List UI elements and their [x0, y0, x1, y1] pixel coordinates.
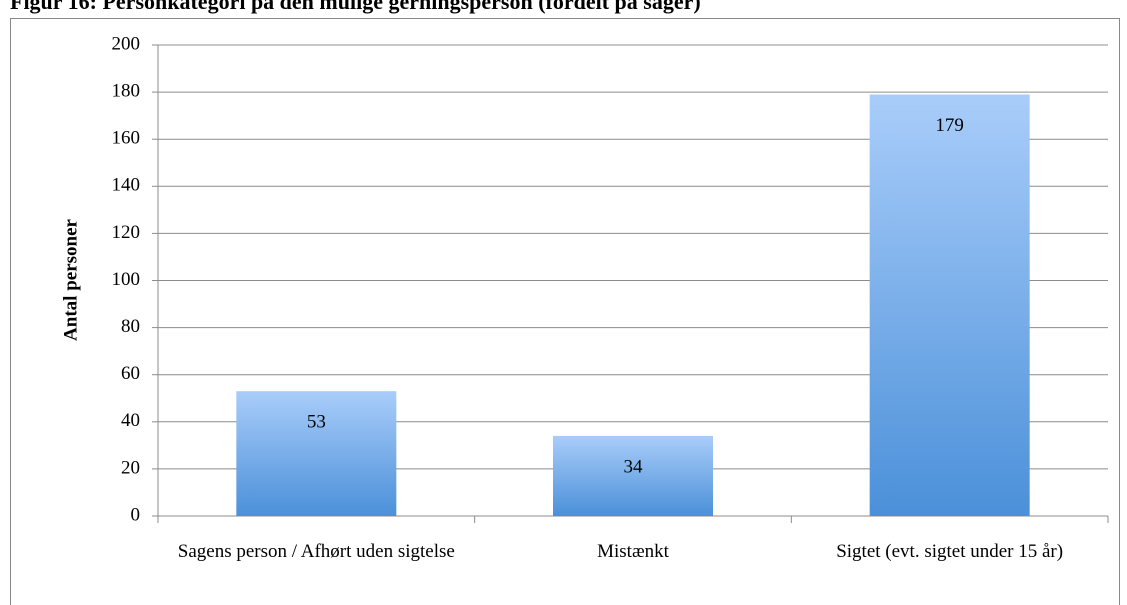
y-tick-label: 180	[112, 80, 141, 101]
data-label: 179	[935, 115, 964, 136]
y-tick-label: 120	[112, 222, 141, 243]
y-tick-label: 0	[131, 504, 141, 525]
chart-border	[10, 18, 1120, 605]
y-tick-label: 60	[121, 363, 140, 384]
y-tick-label: 160	[112, 128, 141, 149]
chart-title: Figur 16: Personkategori på den mulige g…	[10, 0, 701, 14]
y-tick-label: 200	[112, 33, 141, 54]
y-tick-label: 20	[121, 457, 140, 478]
bar	[553, 435, 713, 516]
y-tick-label: 140	[112, 175, 141, 196]
y-axis-label: Antal personer	[60, 218, 81, 340]
y-tick-label: 40	[121, 410, 140, 431]
x-tick-label: Sigtet (evt. sigtet under 15 år)	[836, 541, 1064, 562]
bar	[236, 391, 397, 516]
data-label: 53	[307, 412, 326, 433]
x-tick-label: Sagens person / Afhørt uden sigtelse	[177, 541, 455, 562]
x-tick-label: Mistænkt	[597, 541, 669, 562]
data-label: 34	[624, 456, 644, 477]
y-tick-label: 100	[112, 269, 141, 290]
bar	[869, 94, 1030, 516]
y-tick-label: 80	[121, 316, 140, 337]
